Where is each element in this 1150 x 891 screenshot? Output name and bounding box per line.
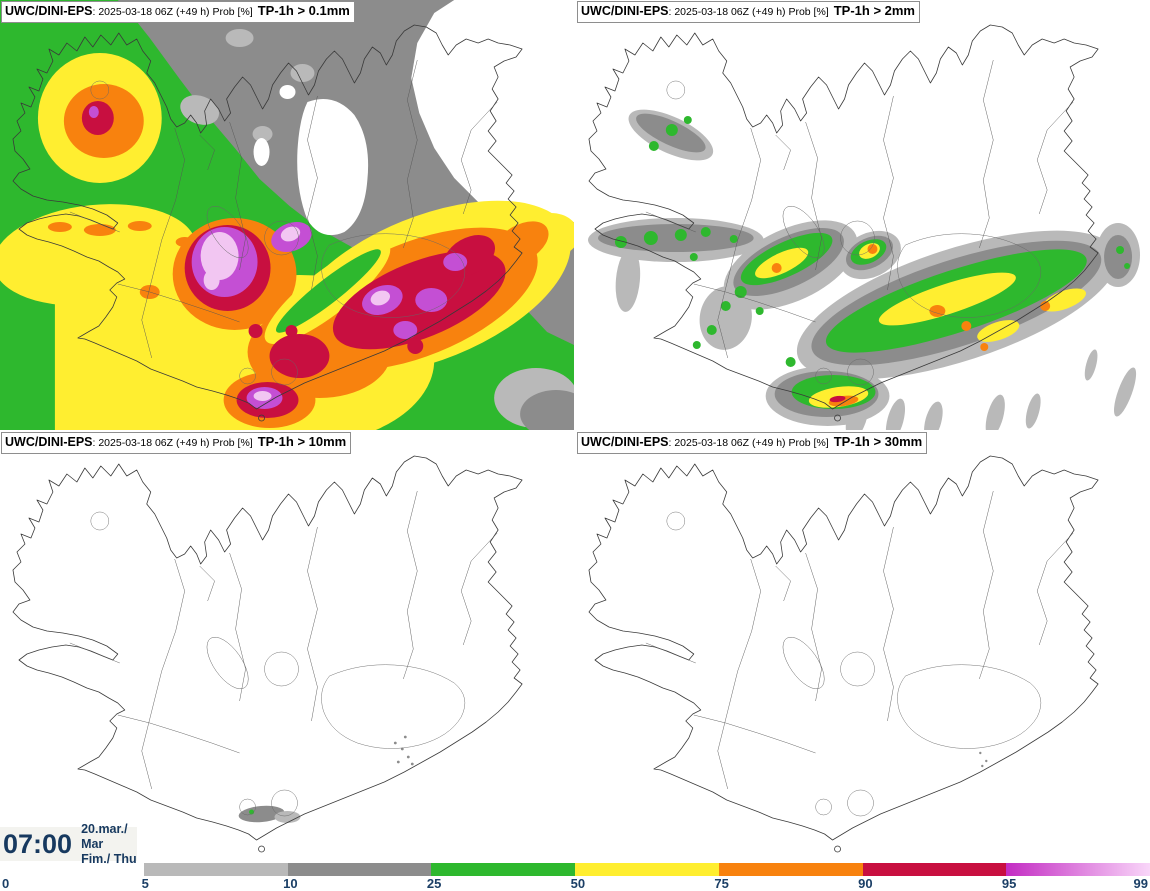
legend-tick: 75 <box>714 876 729 891</box>
run-info: : 2025-03-18 06Z (+49 h) Prob [%] <box>92 437 253 449</box>
panel-tp-0.1mm: UWC/DINI-EPS: 2025-03-18 06Z (+49 h) Pro… <box>0 0 574 430</box>
colorbar-segment-25-50 <box>431 863 575 876</box>
panel-title: UWC/DINI-EPS: 2025-03-18 06Z (+49 h) Pro… <box>577 1 920 23</box>
legend-tick: 95 <box>1001 876 1017 891</box>
model-name: UWC/DINI-EPS <box>5 435 93 449</box>
colorbar-segment-95-99 <box>1006 863 1150 876</box>
legend-tick: 5 <box>141 876 149 891</box>
prob-map-30mm <box>588 442 1099 853</box>
colorbar-segment-50-75 <box>575 863 719 876</box>
valid-date-day: Fim./ Thu <box>81 851 137 866</box>
legend-tick: 10 <box>283 876 298 891</box>
prob-map-10mm <box>12 442 523 853</box>
panel-tp-10mm: UWC/DINI-EPS: 2025-03-18 06Z (+49 h) Pro… <box>0 431 574 861</box>
run-info: : 2025-03-18 06Z (+49 h) Prob [%] <box>668 6 829 18</box>
run-info: : 2025-03-18 06Z (+49 h) Prob [%] <box>668 437 829 449</box>
threshold-label: TP-1h > 30mm <box>833 434 923 449</box>
panel-title: UWC/DINI-EPS: 2025-03-18 06Z (+49 h) Pro… <box>1 1 355 23</box>
prob-map-0.1mm <box>0 0 574 430</box>
run-info: : 2025-03-18 06Z (+49 h) Prob [%] <box>92 6 253 18</box>
threshold-label: TP-1h > 10mm <box>257 434 347 449</box>
legend: 0 5 10 25 50 75 90 95 99 <box>0 861 1150 891</box>
colorbar-segment-0-5 <box>0 863 144 876</box>
prob-map-2mm <box>587 11 1141 430</box>
colorbar-segment-10-25 <box>287 863 432 876</box>
panel-tp-30mm: UWC/DINI-EPS: 2025-03-18 06Z (+49 h) Pro… <box>576 431 1150 861</box>
valid-time-box: 07:00 20.mar./ Mar Fim./ Thu <box>0 822 137 866</box>
panel-title: UWC/DINI-EPS: 2025-03-18 06Z (+49 h) Pro… <box>577 432 928 454</box>
legend-tick: 99 <box>1133 876 1148 891</box>
valid-date: 20.mar./ Mar Fim./ Thu <box>81 822 137 867</box>
panel-tp-2mm: UWC/DINI-EPS: 2025-03-18 06Z (+49 h) Pro… <box>576 0 1150 430</box>
valid-date-month: 20.mar./ Mar <box>81 821 128 851</box>
model-name: UWC/DINI-EPS <box>581 4 669 18</box>
legend-tick: 0 <box>2 876 10 891</box>
model-name: UWC/DINI-EPS <box>5 4 93 18</box>
probability-colorbar <box>0 863 1150 876</box>
valid-time: 07:00 <box>3 829 73 859</box>
legend-tick: 50 <box>570 876 586 891</box>
colorbar-segment-75-90 <box>718 863 863 876</box>
threshold-label: TP-1h > 2mm <box>833 3 915 18</box>
panel-title: UWC/DINI-EPS: 2025-03-18 06Z (+49 h) Pro… <box>1 432 352 454</box>
legend-tick: 90 <box>858 876 873 891</box>
legend-tick: 25 <box>426 876 442 891</box>
colorbar-segment-5-10 <box>143 863 288 876</box>
model-name: UWC/DINI-EPS <box>581 435 669 449</box>
threshold-label: TP-1h > 0.1mm <box>257 3 350 18</box>
colorbar-segment-90-95 <box>862 863 1007 876</box>
